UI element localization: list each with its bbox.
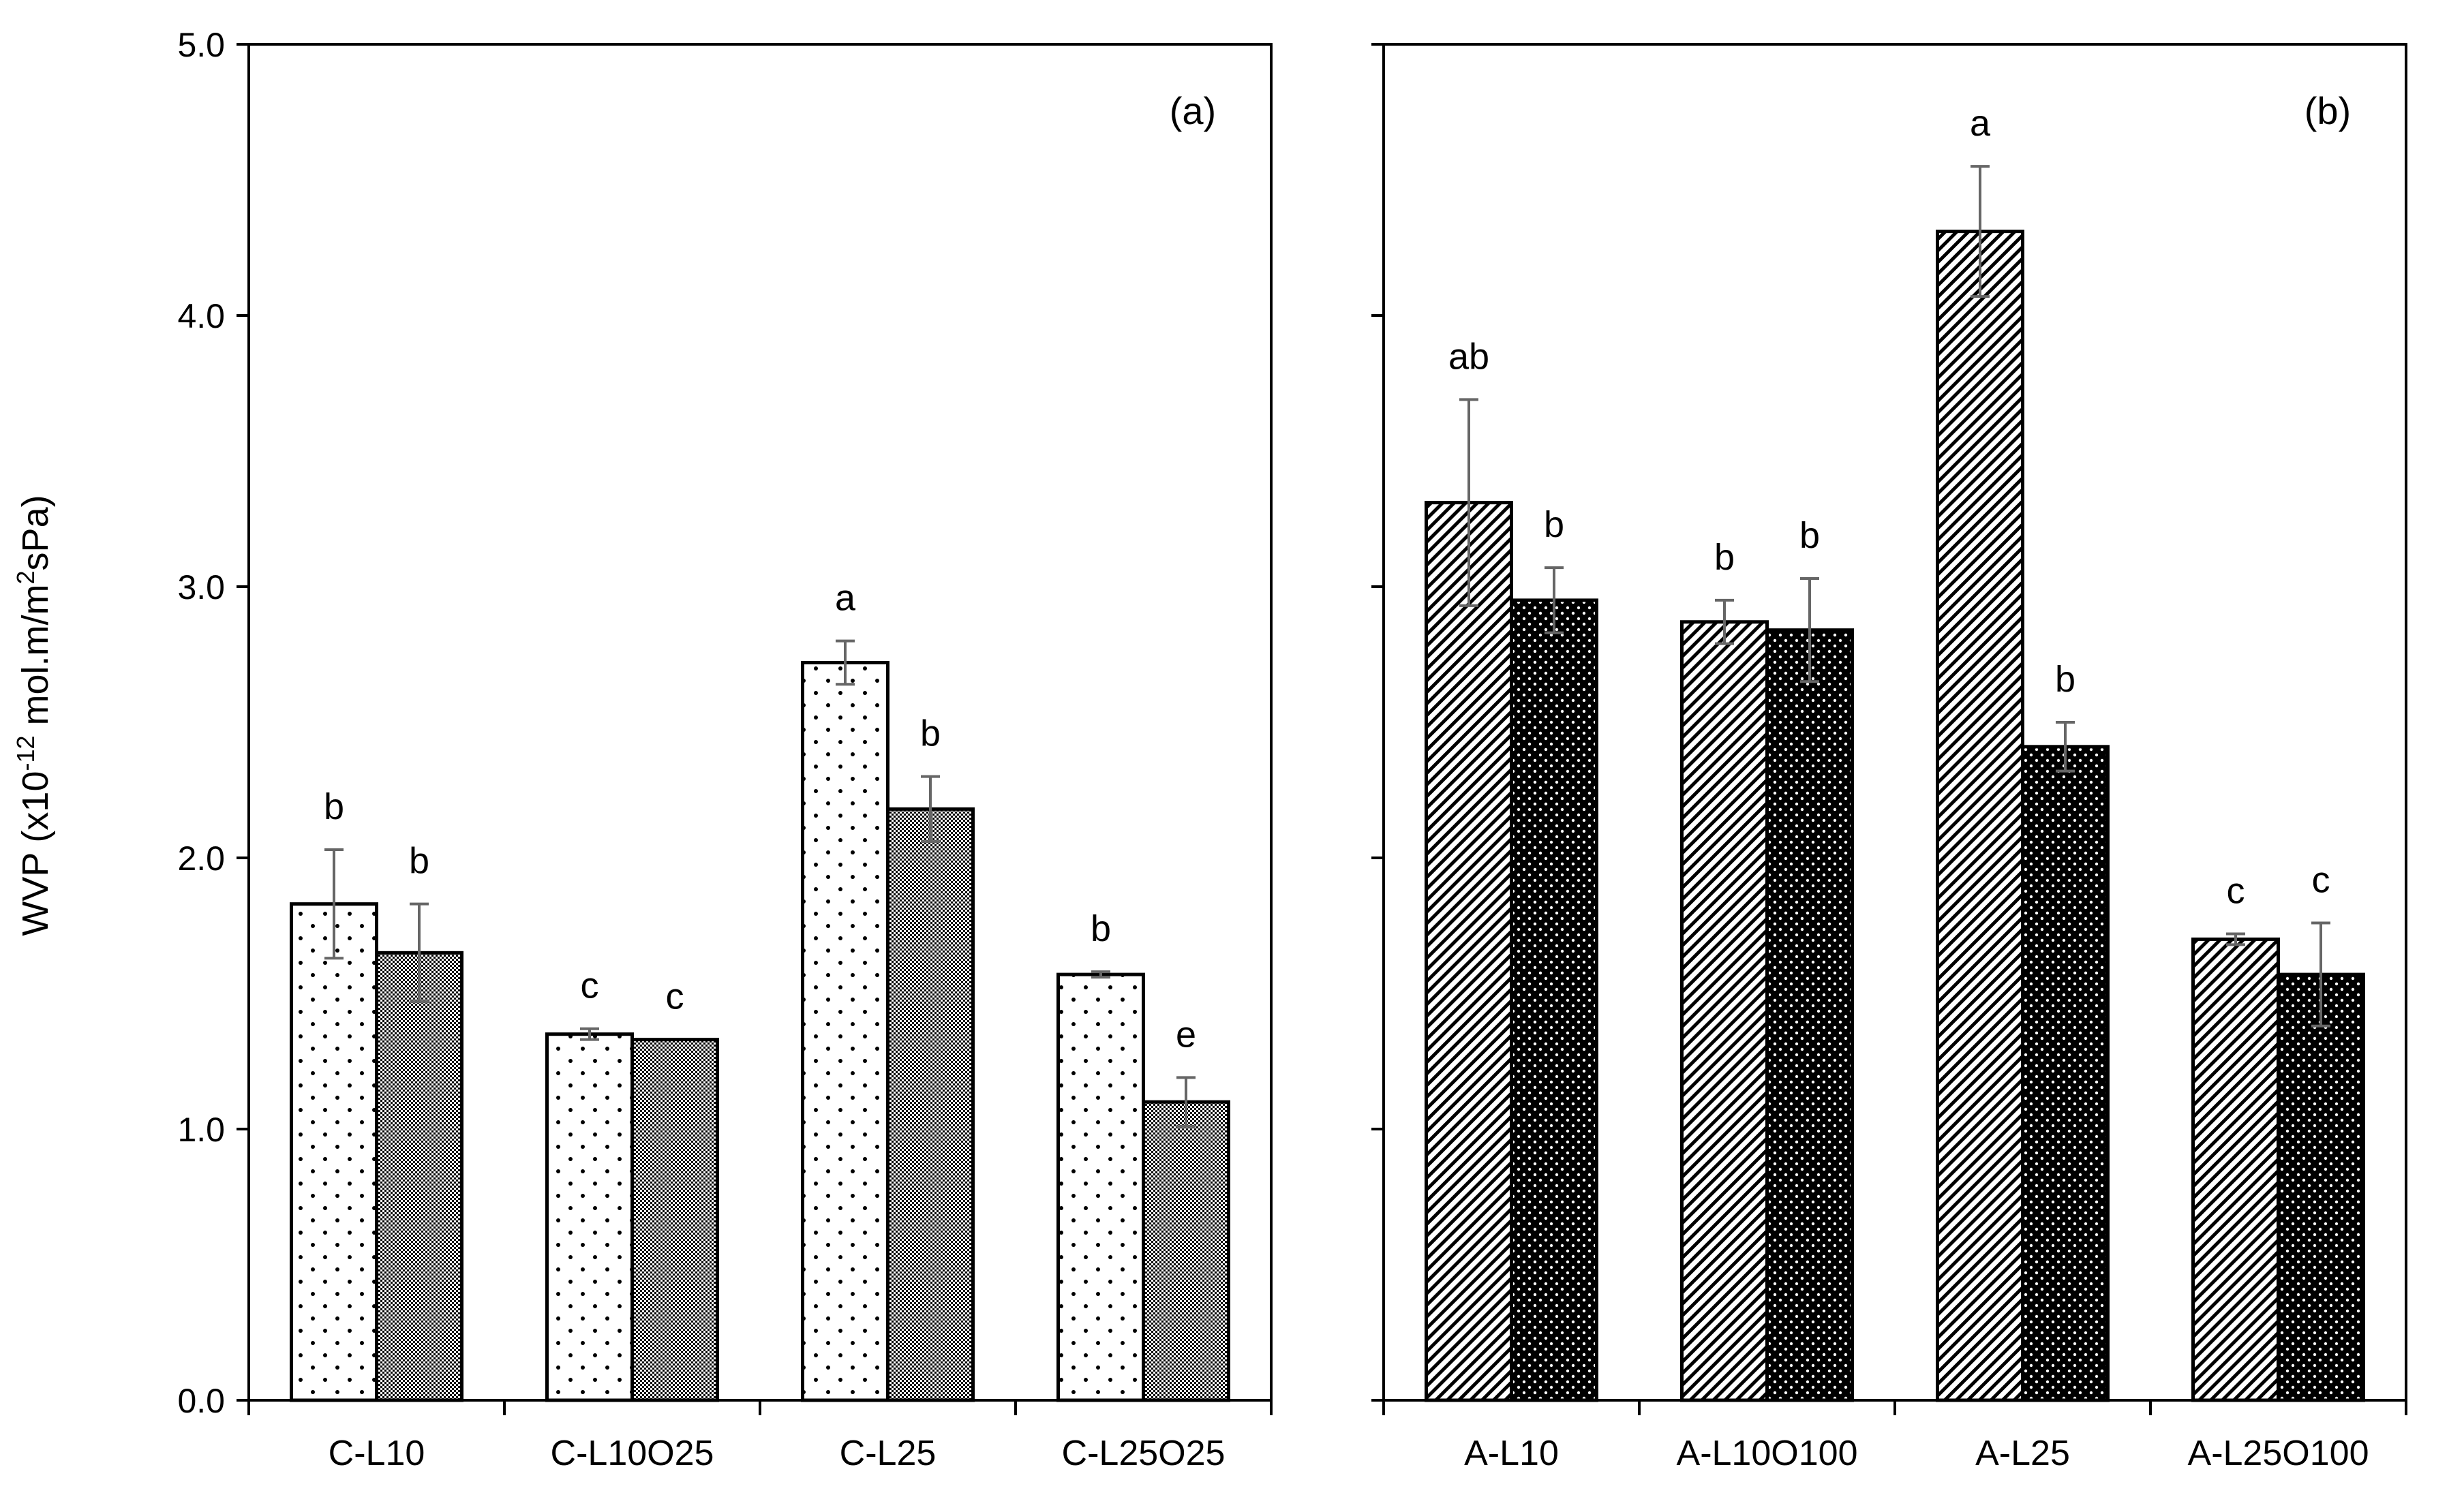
panel-a-significance-letter: c [581, 966, 599, 1006]
panel-a-bar [1142, 1100, 1230, 1402]
panel-b-significance-letter: b [2055, 659, 2075, 700]
panel-a-ytick-label: 2.0 [177, 839, 225, 878]
panel-b-category-label: A-L10O100 [1677, 1434, 1858, 1473]
panel-b-bar [2277, 972, 2365, 1402]
panel-a-significance-letter: c [666, 976, 684, 1017]
panel-b-significance-letter: c [2227, 870, 2245, 911]
panel-a-significance-letter: b [1091, 908, 1111, 949]
panel-b-bar [1765, 628, 1854, 1402]
panel-b-significance-letter: a [1970, 103, 1991, 144]
panel-a-bar [1056, 972, 1145, 1402]
panel-b: (b) A-L10 A-L10O100 A-L25 A-L25O100 abbbbab… [1371, 43, 2407, 1473]
panel-b-significance-letter: c [2312, 860, 2330, 901]
panel-b-bar [1680, 620, 1769, 1402]
panel-a-significance-letter: e [1176, 1014, 1196, 1055]
panel-a-ytick-label: 5.0 [177, 26, 225, 64]
panel-b-bar [2021, 745, 2110, 1402]
panel-a: (a) 0.0 1.0 2.0 3.0 4.0 5.0 C-L10 C-L10O25 C-L2… [177, 26, 1273, 1473]
panel-a-category-label: C-L25 [840, 1434, 937, 1473]
panel-a-category-label: C-L10 [329, 1434, 425, 1473]
y-axis-title: WVP (x10-12 mol.m/m2sPa) [12, 495, 56, 936]
panel-a-ytick-label: 3.0 [177, 568, 225, 606]
panel-b-tag: (b) [2305, 89, 2351, 132]
panel-a-significance-letter: a [835, 578, 856, 619]
panel-a-bar [545, 1032, 634, 1402]
panel-b-significance-letter: b [1799, 515, 1820, 556]
panel-b-bar [1425, 501, 1513, 1402]
panel-a-significance-letter: b [409, 841, 429, 882]
panel-b-category-label: A-L25 [1975, 1434, 2070, 1473]
panel-b-significance-letter: ab [1448, 336, 1489, 377]
panel-a-bar [801, 660, 889, 1402]
panel-a-significance-letter: b [324, 786, 344, 827]
panel-a-category-label: C-L25O25 [1062, 1434, 1226, 1473]
panel-b-significance-letter: b [1714, 537, 1735, 578]
panel-b-bar [1936, 230, 2024, 1402]
panel-a-ytick-label: 0.0 [177, 1382, 225, 1420]
panel-b-bar [1510, 598, 1598, 1402]
panel-a-ytick-label: 1.0 [177, 1111, 225, 1149]
panel-a-bar [630, 1038, 719, 1402]
panel-a-significance-letter: b [920, 713, 941, 754]
panel-a-bar [290, 902, 378, 1402]
panel-b-category-label: A-L25O100 [2188, 1434, 2369, 1473]
panel-b-category-label: A-L10 [1464, 1434, 1559, 1473]
panel-a-bar [886, 807, 975, 1402]
panel-a-tag: (a) [1170, 89, 1216, 132]
panel-b-bar [2191, 937, 2280, 1402]
panel-a-category-label: C-L10O25 [551, 1434, 714, 1473]
panel-b-significance-letter: b [1544, 504, 1564, 545]
panel-a-ytick-label: 4.0 [177, 297, 225, 335]
panel-a-bar [375, 951, 463, 1402]
